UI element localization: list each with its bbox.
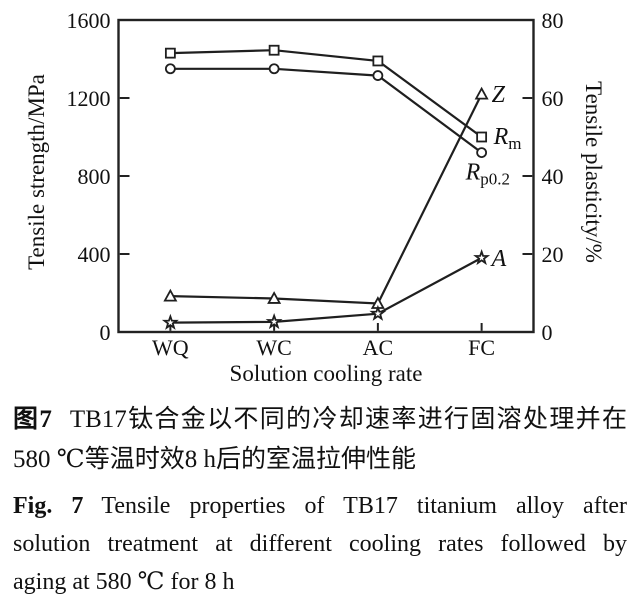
marker-star-icon	[473, 248, 491, 266]
caption-english: Fig. 7 Tensile properties of TB17 titaniu…	[0, 487, 637, 601]
figure-label-en: Fig. 7	[13, 493, 84, 519]
series-line-Z	[170, 93, 483, 305]
marker-star-icon	[161, 313, 179, 330]
y-axis-left-tick-label: 1600	[67, 8, 111, 33]
x-axis-tick-label: WQ	[152, 335, 189, 360]
y-axis-left-tick-label: 400	[78, 242, 111, 267]
y-axis-right-tick-label: 40	[542, 164, 564, 189]
y-axis-left-tick-label: 0	[100, 320, 111, 345]
series-label-Rm: Rm	[493, 124, 522, 153]
marker-circle-icon	[476, 147, 488, 159]
marker-triangle-icon	[474, 86, 489, 100]
marker-circle-icon	[164, 63, 176, 75]
y-axis-left-tick-label: 800	[78, 164, 111, 189]
y-axis-right-tick-label: 60	[542, 86, 564, 111]
caption-en-line2: solution treatment at different cooling …	[13, 531, 627, 557]
x-axis-tick-label: AC	[363, 335, 394, 360]
marker-circle-icon	[268, 63, 280, 75]
x-axis-tick-label: FC	[468, 335, 495, 360]
series-label-Rp0.2: Rp0.2	[465, 160, 510, 189]
y-axis-left-tick-label: 1200	[67, 86, 111, 111]
caption-zh-line1: 图7 TB17钛合金以不同的冷却速率进行固溶处理并在	[13, 400, 627, 440]
marker-star-icon	[369, 304, 387, 321]
caption-en-line1-text: Tensile properties of TB17 titanium allo…	[101, 493, 628, 519]
plot-frame	[117, 18, 535, 334]
y-axis-right-tick-label: 20	[542, 242, 564, 267]
figure-label-zh: 图7	[13, 406, 52, 433]
y-axis-right-tick-label: 0	[542, 320, 553, 345]
x-axis-title: Solution cooling rate	[230, 361, 423, 386]
series-line-Rm	[170, 49, 483, 138]
series-line-A	[170, 256, 483, 324]
y-axis-right-title: Tensile plasticity/%	[581, 81, 606, 263]
x-axis-tick-label: WC	[256, 335, 291, 360]
marker-star-icon	[265, 312, 283, 330]
marker-square-icon	[476, 131, 488, 143]
series-label-Z: Z	[492, 82, 506, 108]
marker-triangle-icon	[267, 291, 282, 304]
marker-square-icon	[268, 44, 280, 56]
marker-square-icon	[372, 55, 384, 67]
y-axis-left-title: Tensile strength/MPa	[24, 74, 49, 270]
caption-zh-line2: 580 ℃等温时效8 h后的室温拉伸性能	[13, 446, 416, 473]
chart-area: 0 400 800 1200 1600 0 20 40 60 80 WQ WC AC FC Solution…	[24, 8, 606, 386]
series-label-A: A	[490, 246, 507, 272]
marker-square-icon	[164, 47, 176, 59]
series-line-Rp0.2	[170, 67, 483, 154]
tensile-properties-chart: 0 400 800 1200 1600 0 20 40 60 80 WQ WC AC FC Solution…	[24, 8, 606, 386]
caption-en-line1: Fig. 7 Tensile properties of TB17 titaniu…	[13, 487, 627, 525]
caption-en-line3: aging at 580 ℃ for 8 h	[13, 569, 235, 595]
y-axis-right-tick-label: 80	[542, 8, 564, 33]
marker-circle-icon	[372, 70, 384, 81]
caption-zh-line1-text: TB17钛合金以不同的冷却速率进行固溶处理并在	[69, 406, 627, 433]
caption-chinese: 图7 TB17钛合金以不同的冷却速率进行固溶处理并在 580 ℃等温时效8 h后的…	[0, 400, 637, 480]
marker-triangle-icon	[163, 288, 178, 302]
